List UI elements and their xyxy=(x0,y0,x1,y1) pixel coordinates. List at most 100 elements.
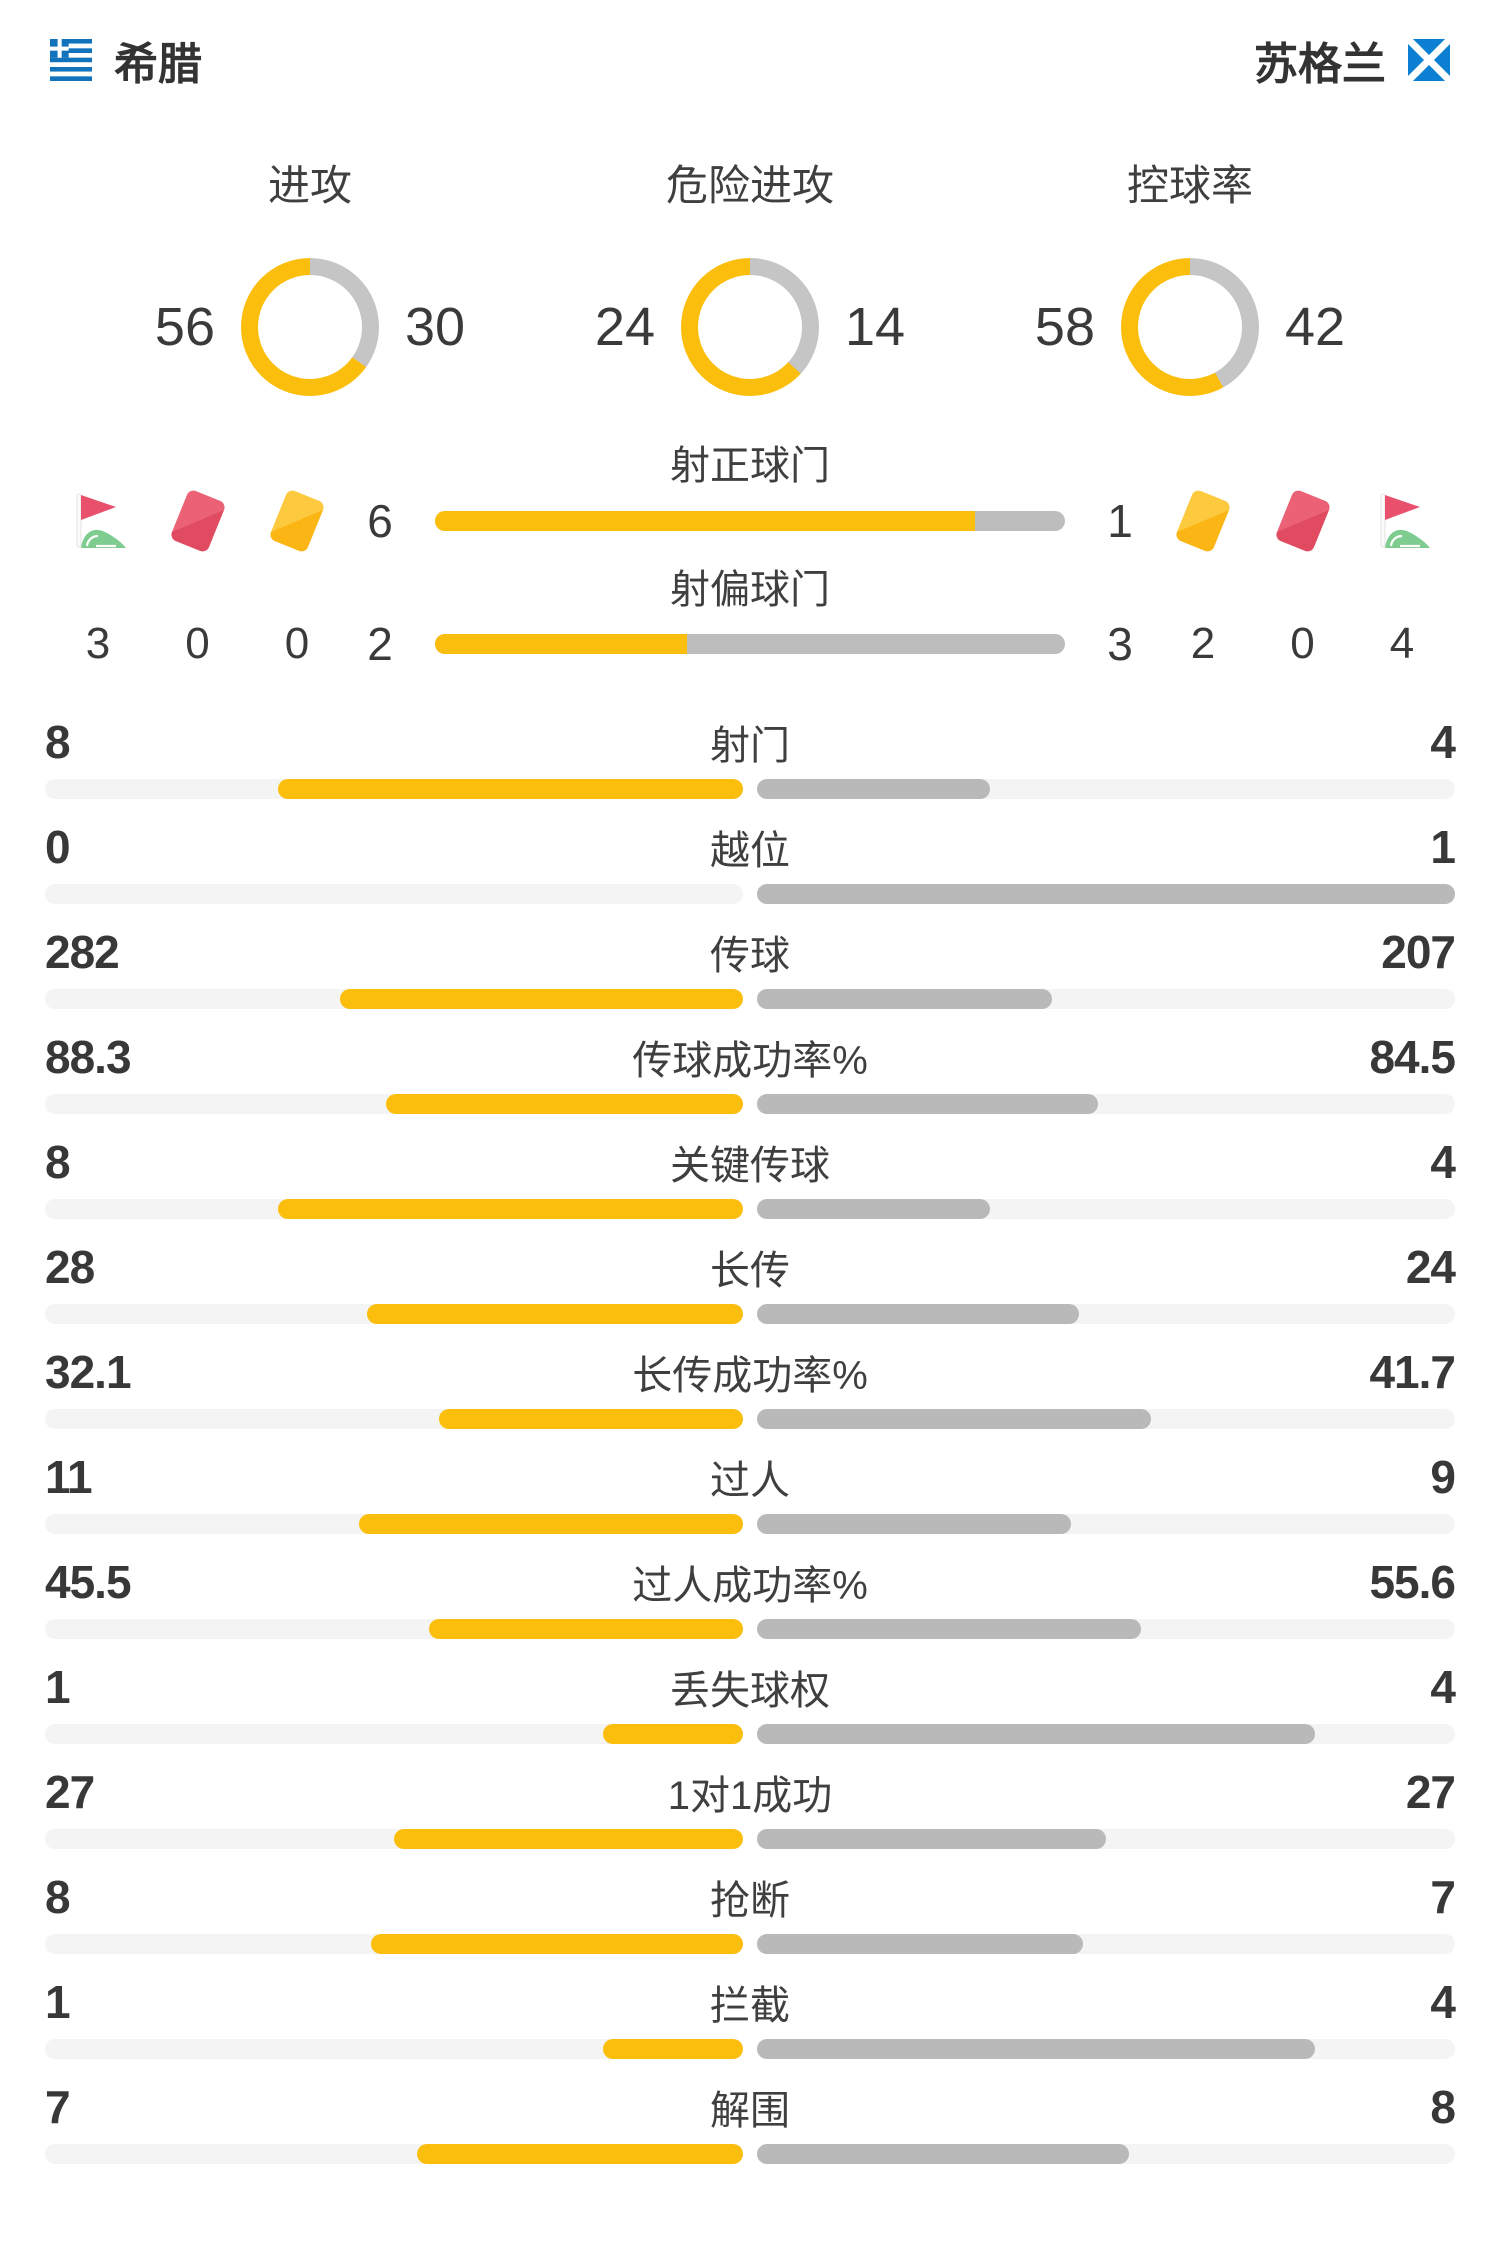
stat-home-bar xyxy=(603,1724,743,1744)
stat-label: 1对1成功 xyxy=(667,1774,833,1818)
stat-away-value: 4 xyxy=(1430,1976,1456,2028)
stat-away-bar xyxy=(757,779,990,799)
stat-home-bar xyxy=(394,1829,743,1849)
away-discipline-icons xyxy=(1174,488,1455,554)
away-discipline-counts: 2 0 4 xyxy=(1175,613,1455,675)
stat-home-value: 28 xyxy=(45,1241,95,1293)
stat-home-track xyxy=(45,989,743,1009)
donut-away-value: 30 xyxy=(405,297,466,357)
stat-away-value: 8 xyxy=(1430,2081,1456,2133)
stat-away-bar xyxy=(757,1724,1316,1744)
stat-row: 28 长传 24 xyxy=(0,1219,1500,1324)
stat-away-bar xyxy=(757,1619,1141,1639)
donut-away-value: 42 xyxy=(1285,297,1346,357)
stat-label: 长传 xyxy=(710,1249,790,1293)
stat-away-track xyxy=(757,779,1455,799)
shots-on-target-bar xyxy=(435,511,1065,531)
home-team: 希腊 xyxy=(50,28,202,92)
stat-row: 8 关键传球 4 xyxy=(0,1114,1500,1219)
stat-away-track xyxy=(757,1724,1455,1744)
stat-away-bar xyxy=(757,1514,1072,1534)
stat-home-bar xyxy=(370,1934,743,1954)
stat-label: 抢断 xyxy=(710,1879,790,1923)
stat-away-value: 7 xyxy=(1430,1871,1456,1923)
donut-hole xyxy=(1138,275,1242,379)
stat-home-bar xyxy=(340,989,743,1009)
away-team: 苏格兰 xyxy=(1254,28,1450,92)
home-discipline-counts: 3 0 0 xyxy=(45,613,325,675)
stat-label: 过人成功率% xyxy=(632,1564,868,1608)
stat-home-value: 88.3 xyxy=(45,1031,132,1083)
stat-home-bar xyxy=(277,1199,743,1219)
stat-away-value: 24 xyxy=(1405,1241,1456,1293)
stat-away-track xyxy=(757,1409,1455,1429)
stat-away-track xyxy=(757,1304,1455,1324)
home-red-cards-count: 0 xyxy=(185,619,210,668)
stat-away-value: 84.5 xyxy=(1369,1031,1456,1083)
stat-home-bar xyxy=(417,2144,743,2164)
shots-on-target-row: 6 1 xyxy=(0,488,1500,554)
donut-home-value: 58 xyxy=(1034,297,1095,357)
stat-away-value: 4 xyxy=(1430,1661,1456,1713)
yellow-card-icon xyxy=(1174,488,1232,554)
shots-off-target-row: 3 0 0 2 3 2 0 4 xyxy=(0,618,1500,670)
stat-label: 传球 xyxy=(710,934,790,978)
stat-row: 1 拦截 4 xyxy=(0,1954,1500,2059)
stat-away-track xyxy=(757,1829,1455,1849)
corner-flag-icon xyxy=(1374,490,1430,552)
stat-away-value: 4 xyxy=(1430,716,1456,768)
stat-home-bar xyxy=(367,1304,743,1324)
donut-ring xyxy=(1121,258,1259,396)
shots-off-target-bar xyxy=(435,634,1065,654)
stat-away-track xyxy=(757,989,1455,1009)
stat-away-bar xyxy=(757,1304,1080,1324)
stat-home-bar xyxy=(603,2039,743,2059)
shots-off-target-home-value: 2 xyxy=(367,618,393,670)
stat-home-value: 32.1 xyxy=(45,1346,132,1398)
stat-home-track xyxy=(45,1199,743,1219)
shots-on-target-home-value: 6 xyxy=(367,495,393,547)
stat-away-track xyxy=(757,1514,1455,1534)
stat-label: 射门 xyxy=(710,724,790,768)
stat-away-bar xyxy=(757,1934,1083,1954)
shots-on-target-away-value: 1 xyxy=(1107,495,1133,547)
shots-off-target-title: 射偏球门 xyxy=(670,568,830,612)
stat-label: 关键传球 xyxy=(670,1144,830,1188)
away-yellow-cards-count: 2 xyxy=(1190,619,1216,668)
stat-row: 8 抢断 7 xyxy=(0,1849,1500,1954)
stat-home-track xyxy=(45,1829,743,1849)
stat-away-bar xyxy=(757,1199,990,1219)
donut-ring xyxy=(681,258,819,396)
stat-home-value: 0 xyxy=(45,821,71,873)
stat-home-value: 8 xyxy=(45,1136,71,1188)
stat-home-track xyxy=(45,779,743,799)
stat-row: 0 越位 1 xyxy=(0,799,1500,904)
stat-away-track xyxy=(757,2144,1455,2164)
donut-title: 控球率 xyxy=(1126,162,1253,209)
stat-away-track xyxy=(757,1934,1455,1954)
shots-on-target-title: 射正球门 xyxy=(670,444,830,488)
stat-away-value: 41.7 xyxy=(1369,1346,1456,1398)
stat-away-bar xyxy=(757,884,1455,904)
stat-row: 88.3 传球成功率% 84.5 xyxy=(0,1009,1500,1114)
corner-flag-icon xyxy=(70,490,126,552)
donut-ring xyxy=(241,258,379,396)
stat-home-track xyxy=(45,1409,743,1429)
stat-row: 32.1 长传成功率% 41.7 xyxy=(0,1324,1500,1429)
donut-home-value: 56 xyxy=(154,297,215,357)
stat-home-track xyxy=(45,1934,743,1954)
scotland-flag-icon xyxy=(1408,39,1450,81)
stat-away-value: 27 xyxy=(1405,1766,1456,1818)
donut-chart: 进攻 56 30 xyxy=(90,160,530,396)
away-red-cards-count: 0 xyxy=(1290,619,1315,668)
home-yellow-cards-count: 0 xyxy=(284,619,310,668)
stat-home-value: 282 xyxy=(45,926,120,978)
donut-title: 危险进攻 xyxy=(665,162,834,209)
stat-home-track xyxy=(45,1724,743,1744)
shots-on-target-home-fill xyxy=(435,511,975,531)
stat-home-value: 1 xyxy=(45,1976,71,2028)
stat-home-bar xyxy=(277,779,743,799)
red-card-icon xyxy=(1273,488,1332,554)
stat-home-track xyxy=(45,2039,743,2059)
away-corners-count: 4 xyxy=(1389,619,1415,668)
